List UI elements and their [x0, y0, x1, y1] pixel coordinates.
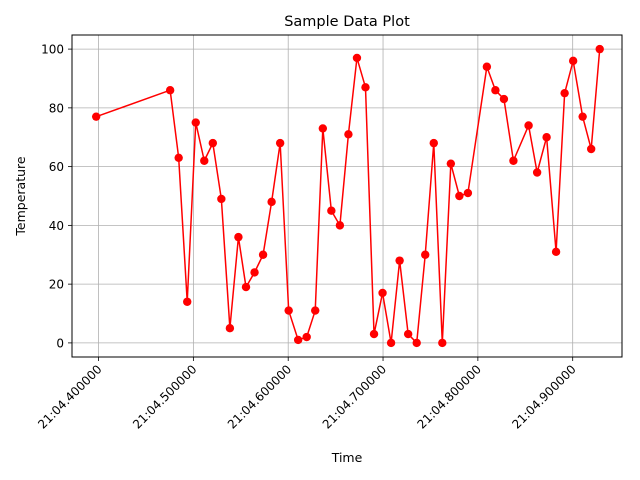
series-line — [95, 49, 601, 344]
y-tick-label: 20 — [49, 278, 64, 292]
data-point — [293, 335, 303, 345]
data-point — [302, 332, 311, 342]
grid-lines — [72, 35, 622, 357]
data-point — [386, 338, 396, 348]
plot-area — [72, 35, 622, 357]
data-point — [208, 138, 218, 148]
data-point — [174, 153, 183, 163]
y-tick-label: 60 — [49, 160, 64, 174]
y-axis-label: Temperature — [13, 156, 28, 236]
data-point — [250, 268, 259, 277]
data-point — [352, 53, 362, 63]
data-point — [241, 282, 251, 292]
data-point — [395, 256, 404, 265]
data-point — [542, 133, 551, 142]
data-point — [524, 121, 533, 130]
data-point — [491, 86, 500, 95]
data-point — [446, 159, 456, 168]
data-point — [421, 250, 430, 259]
data-point — [183, 297, 192, 306]
data-point — [532, 168, 542, 177]
data-point — [361, 83, 370, 92]
data-point — [412, 338, 421, 348]
data-point — [234, 232, 243, 242]
data-point — [438, 338, 447, 348]
data-point — [482, 62, 492, 71]
data-point — [568, 56, 578, 66]
plot-frame — [71, 34, 623, 358]
data-point — [595, 44, 604, 54]
chart-title: Sample Data Plot — [284, 14, 410, 30]
data-point — [455, 191, 464, 201]
data-point — [499, 94, 509, 104]
data-point — [560, 88, 569, 98]
data-point — [551, 247, 561, 257]
data-point — [429, 138, 438, 148]
data-point — [403, 329, 413, 339]
data-point — [586, 144, 596, 154]
data-point — [165, 86, 175, 95]
y-tick-label: 0 — [56, 336, 64, 350]
data-point — [311, 306, 320, 315]
data-point — [284, 306, 293, 315]
y-tick-label: 100 — [41, 43, 64, 57]
data-point — [327, 206, 336, 215]
y-tick-label: 80 — [49, 101, 64, 115]
data-point — [91, 112, 101, 121]
data-point — [258, 250, 268, 259]
data-point — [509, 156, 518, 165]
data-point — [369, 329, 379, 339]
data-point — [225, 324, 235, 333]
series-line-layer — [91, 44, 604, 348]
y-tick-label: 40 — [49, 219, 64, 233]
data-point — [318, 124, 328, 133]
data-point — [267, 197, 276, 207]
data-point — [463, 188, 473, 198]
data-point — [378, 288, 387, 298]
data-point — [200, 156, 209, 165]
data-point — [191, 118, 200, 127]
data-point — [335, 221, 345, 230]
x-axis-label: Time — [331, 450, 363, 465]
data-point — [217, 194, 226, 204]
data-point — [578, 112, 587, 121]
data-point — [275, 138, 285, 148]
data-point — [344, 130, 353, 139]
